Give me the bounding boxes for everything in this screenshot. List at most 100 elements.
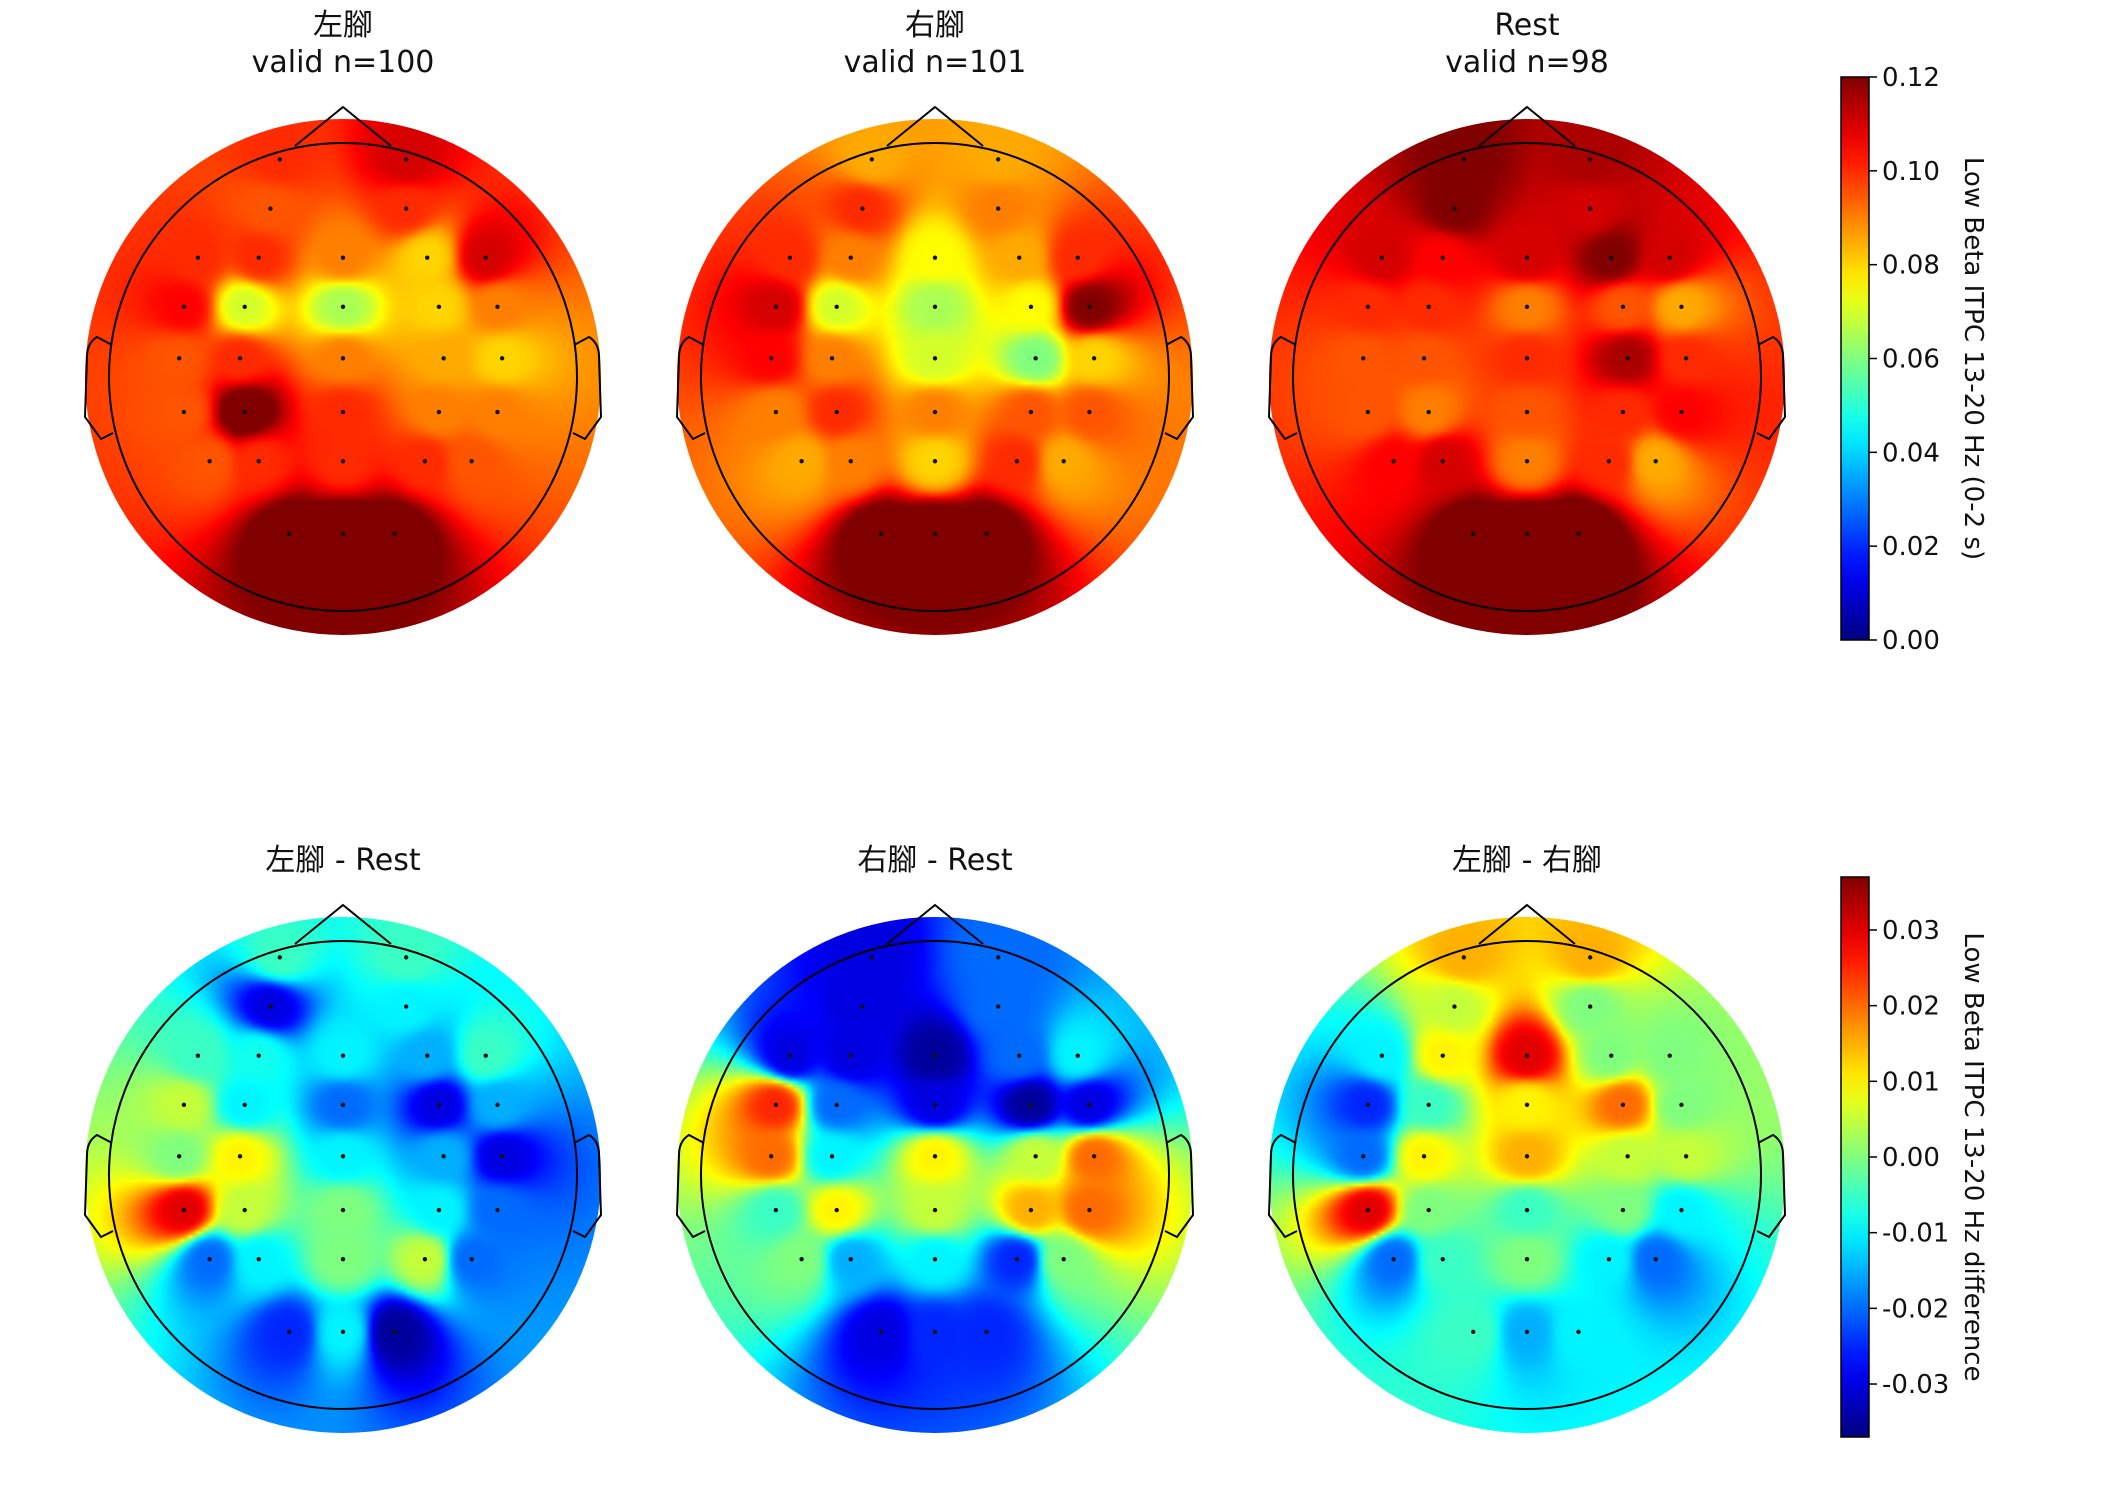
electrode-dot xyxy=(469,459,474,464)
electrode-dot xyxy=(1028,409,1034,415)
electrode-dot xyxy=(932,1053,938,1058)
electrode-dot xyxy=(834,1102,839,1108)
electrode-dot xyxy=(834,304,839,309)
electrode-dot xyxy=(340,1154,346,1159)
electrode-dot xyxy=(1365,1207,1371,1213)
electrode-dot xyxy=(1440,1257,1445,1262)
electrode-dot xyxy=(878,531,884,536)
electrode-dot xyxy=(1524,1257,1530,1262)
colorbar-tick-label: 0.02 xyxy=(1882,992,1940,1022)
topomap-surface xyxy=(85,917,601,1433)
head-outline xyxy=(700,142,1170,612)
electrode-dot xyxy=(422,1257,428,1262)
electrode-dot xyxy=(483,255,488,260)
electrode-dot xyxy=(1609,1053,1614,1058)
electrode-dot xyxy=(256,1257,261,1262)
electrode-dot xyxy=(1524,1154,1530,1159)
electrode-dot xyxy=(403,157,409,162)
colorbar: 0.12 0.10 0.08 0.06 0.04 0.02 0.00 Low Beta ITP… xyxy=(1840,63,1988,656)
electrode-dot xyxy=(242,409,247,415)
panel-title: 右腳 xyxy=(905,8,965,43)
panel-subtitle: valid n=98 xyxy=(1445,45,1609,80)
electrode-dot xyxy=(1524,356,1530,361)
colorbar-tick-label: 0.06 xyxy=(1882,345,1940,375)
electrode-dot xyxy=(1028,304,1034,309)
nose-outline xyxy=(294,903,392,945)
colorbar-tick-label: 0.10 xyxy=(1882,157,1940,187)
electrode-dot xyxy=(1524,304,1530,309)
nose-outline xyxy=(294,105,392,147)
colorbar-tick-label: 0.03 xyxy=(1882,916,1940,946)
electrode-dot xyxy=(1426,1102,1431,1108)
electrode-dot xyxy=(1461,157,1467,162)
electrode-dot xyxy=(340,531,346,536)
electrode-dot xyxy=(834,409,839,415)
electrode-dot xyxy=(237,1154,243,1159)
electrode-dot xyxy=(995,157,1001,162)
electrode-dot xyxy=(1028,1102,1034,1108)
left-ear-outline xyxy=(675,335,706,441)
electrode-dot xyxy=(277,157,283,162)
colorbar-label: Low Beta ITPC 13-20 Hz (0-2 s) xyxy=(1958,157,1988,560)
electrode-dot xyxy=(995,206,1001,211)
electrode-dot xyxy=(1587,1004,1593,1009)
electrode-dot xyxy=(1609,255,1614,260)
electrode-dot xyxy=(1426,304,1431,309)
electrode-dot xyxy=(1075,255,1080,260)
right-ear-outline xyxy=(1756,1133,1787,1239)
panel-title: 左腳 xyxy=(313,8,373,43)
head-outline xyxy=(108,142,578,612)
electrode-dot xyxy=(483,1053,488,1058)
colorbar-tick-label: 0.02 xyxy=(1882,532,1940,562)
colorbar-label: Low Beta ITPC 13-20 Hz difference xyxy=(1958,932,1988,1381)
electrode-dot xyxy=(195,255,201,260)
topomap-surface xyxy=(677,119,1193,635)
electrode-dot xyxy=(878,1329,884,1334)
electrode-dot xyxy=(932,409,938,415)
electrode-dot xyxy=(848,1257,853,1262)
electrode-dot xyxy=(1391,1257,1396,1262)
topomap-surface xyxy=(85,119,601,635)
electrode-dot xyxy=(340,459,346,464)
electrode-dot xyxy=(1087,409,1092,415)
electrode-dot xyxy=(1440,1053,1445,1058)
nose-outline xyxy=(886,903,984,945)
head-outline xyxy=(1292,940,1762,1410)
electrode-dot xyxy=(1091,356,1097,361)
electrode-dot xyxy=(1653,459,1658,464)
electrode-dot xyxy=(1440,255,1445,260)
electrode-dot xyxy=(1033,1154,1038,1159)
electrode-dot xyxy=(340,1207,346,1213)
right-ear-outline xyxy=(572,335,603,441)
colorbar-tick-label: 0.00 xyxy=(1882,1143,1940,1173)
panel-title: 左腳 - Rest xyxy=(265,843,420,878)
electrode-dot xyxy=(1576,1329,1581,1334)
electrode-dot xyxy=(1365,304,1371,309)
electrode-dot xyxy=(984,531,989,536)
electrode-dot xyxy=(403,955,409,960)
electrode-dot xyxy=(932,1207,938,1213)
electrode-dot xyxy=(932,1257,938,1262)
electrode-dot xyxy=(1683,356,1689,361)
panel-subtitle: valid n=101 xyxy=(844,45,1027,80)
electrode-dot xyxy=(1576,531,1581,536)
electrode-dot xyxy=(268,1004,273,1009)
electrode-dot xyxy=(1524,409,1530,415)
nose-outline xyxy=(1478,903,1576,945)
electrode-dot xyxy=(1625,356,1630,361)
electrode-dot xyxy=(242,1207,247,1213)
electrode-dot xyxy=(799,1257,804,1262)
colorbar-tick-label: -0.03 xyxy=(1882,1370,1949,1400)
electrode-dot xyxy=(242,1102,247,1108)
electrode-dot xyxy=(495,1207,500,1213)
electrode-dot xyxy=(1606,459,1612,464)
topomap-panel: 右腳 - Rest xyxy=(675,843,1195,1433)
electrode-dot xyxy=(441,356,446,361)
electrode-dot xyxy=(1524,1207,1530,1213)
electrode-dot xyxy=(441,1154,446,1159)
electrode-dot xyxy=(1391,459,1396,464)
electrode-dot xyxy=(932,304,938,309)
electrode-dot xyxy=(1679,409,1684,415)
colorbar-gradient xyxy=(1840,876,1870,1438)
electrode-dot xyxy=(256,1053,261,1058)
